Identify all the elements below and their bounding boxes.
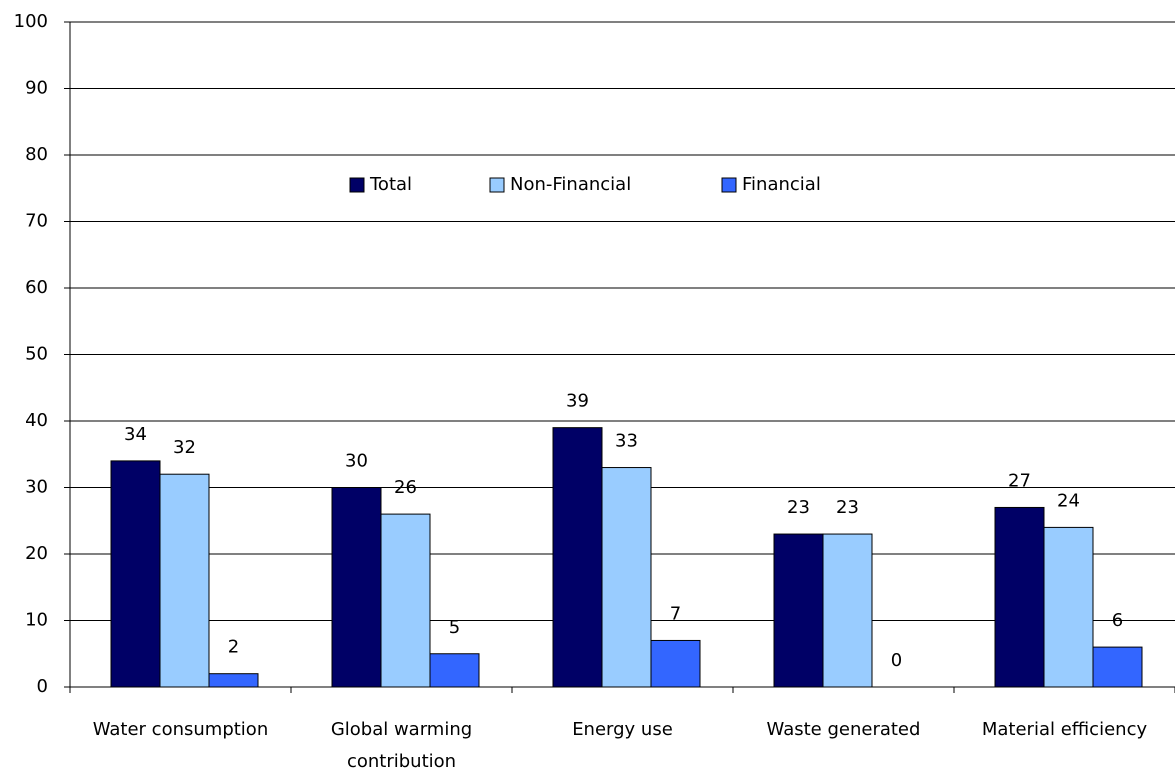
data-label: 23 xyxy=(836,497,859,518)
bar xyxy=(552,427,603,688)
y-tick-label: 10 xyxy=(25,610,48,631)
y-tick-label: 30 xyxy=(25,477,48,498)
y-tick-label: 50 xyxy=(25,344,48,365)
x-tick-label: Waste generated xyxy=(766,719,921,740)
data-label: 39 xyxy=(566,391,589,412)
y-tick-label: 80 xyxy=(25,144,48,165)
bar xyxy=(110,460,161,688)
y-tick-label: 90 xyxy=(25,78,48,99)
bar xyxy=(1092,646,1143,688)
bar xyxy=(650,639,701,688)
data-label: 33 xyxy=(615,431,638,452)
bar xyxy=(994,506,1045,688)
bar xyxy=(331,487,382,688)
x-tick-label: Energy use xyxy=(572,719,673,740)
x-tick-label: Material efficiency xyxy=(981,719,1148,740)
bar xyxy=(429,653,480,688)
legend-label: Total xyxy=(369,174,412,195)
data-label: 6 xyxy=(1112,610,1123,631)
y-tick-label: 20 xyxy=(25,543,48,564)
data-label: 24 xyxy=(1057,490,1080,511)
legend-swatch xyxy=(721,177,737,193)
bar xyxy=(208,673,259,688)
legend-swatch xyxy=(489,177,505,193)
bar xyxy=(601,467,652,688)
y-tick-label: 70 xyxy=(25,211,48,232)
data-label: 27 xyxy=(1008,470,1031,491)
data-label: 0 xyxy=(891,650,902,671)
legend-label: Financial xyxy=(742,174,821,195)
legend-swatch xyxy=(349,177,365,193)
data-label: 30 xyxy=(345,451,368,472)
bar xyxy=(159,473,210,688)
y-tick-label: 0 xyxy=(37,676,48,697)
bar xyxy=(773,533,824,688)
bar xyxy=(1043,526,1094,688)
bar xyxy=(380,513,431,688)
data-label: 23 xyxy=(787,497,810,518)
legend-label: Non-Financial xyxy=(510,174,631,195)
y-tick-label: 60 xyxy=(25,277,48,298)
data-label: 34 xyxy=(124,424,147,445)
y-tick-label: 40 xyxy=(25,410,48,431)
data-label: 5 xyxy=(449,617,460,638)
data-label: 32 xyxy=(173,437,196,458)
data-label: 26 xyxy=(394,477,417,498)
y-tick-label: 100 xyxy=(14,11,48,32)
x-tick-label: Global warming contribution xyxy=(330,719,473,772)
data-label: 7 xyxy=(670,603,681,624)
x-tick-label: Water consumption xyxy=(92,719,269,740)
bar xyxy=(822,533,873,688)
data-label: 2 xyxy=(228,637,239,658)
